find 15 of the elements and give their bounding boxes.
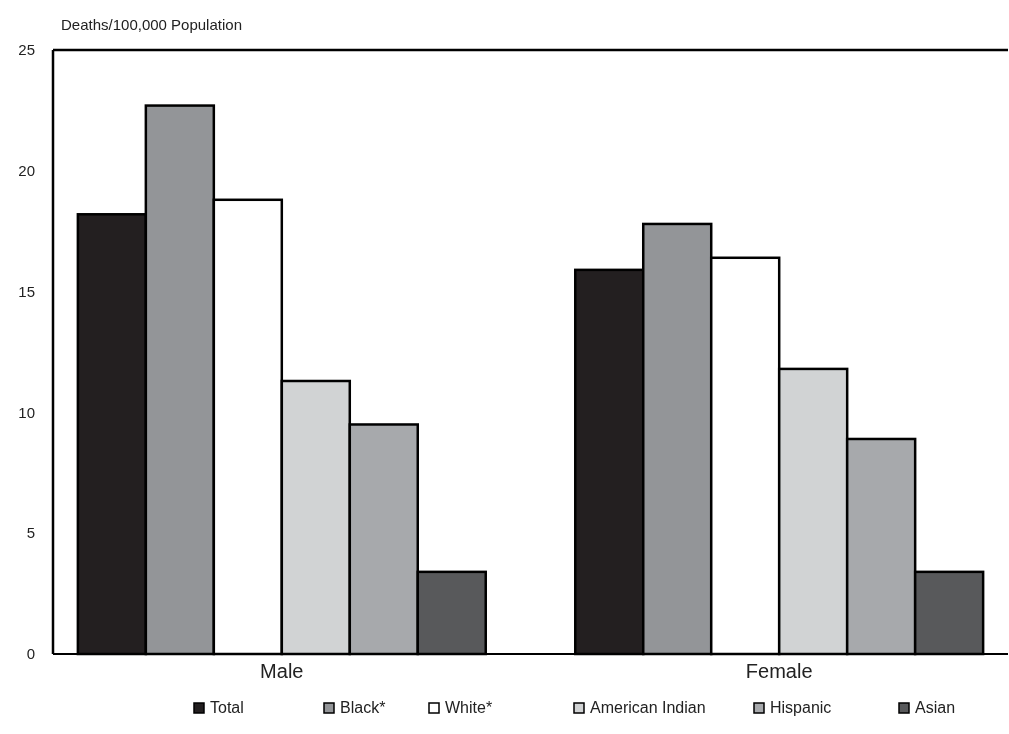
legend-label: Total	[210, 699, 244, 716]
legend-label: White*	[445, 699, 493, 716]
y-tick-label: 5	[26, 524, 35, 542]
y-tick-label: 25	[18, 41, 35, 59]
x-tick-label: Male	[260, 660, 304, 682]
y-tick-label: 0	[26, 645, 35, 663]
x-tick-label: Female	[745, 660, 813, 682]
y-tick-label: 20	[18, 162, 35, 180]
y-tick-label: 15	[18, 282, 35, 300]
legend-label: American Indian	[590, 699, 706, 716]
y-axis-title: Deaths/100,000 Population	[61, 16, 242, 33]
legend-label: Hispanic	[770, 699, 832, 716]
legend-label: Black*	[340, 699, 386, 716]
y-tick-label: 10	[18, 403, 35, 421]
legend-label: Asian	[915, 699, 956, 716]
